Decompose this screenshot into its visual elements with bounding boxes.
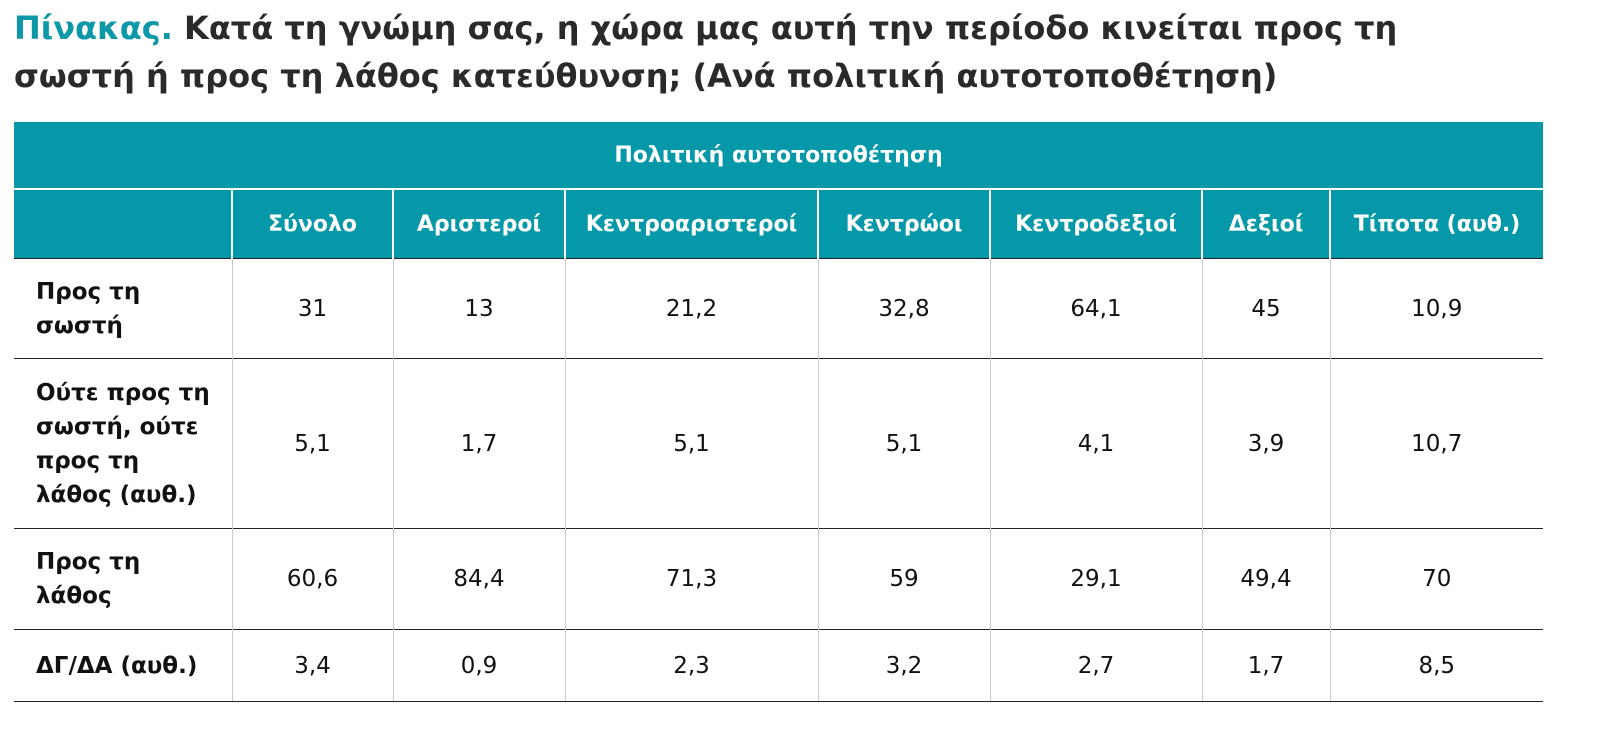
cell-value: 8,5 (1329, 629, 1543, 702)
table-row: Προς τη λάθος 60,6 84,4 71,3 59 29,1 49,4 70 (14, 528, 1543, 630)
cell-value: 4,1 (989, 358, 1202, 529)
cell-value: 70 (1329, 528, 1543, 630)
cell-value: 59 (817, 528, 990, 630)
cell-value: 3,4 (231, 629, 393, 702)
results-table: Πολιτική αυτοτοποθέτηση Σύνολο Αριστεροί Κ… (14, 122, 1543, 702)
cell-value: 3,9 (1201, 358, 1330, 529)
cell-value: 21,2 (564, 258, 818, 359)
column-header: Κεντροαριστεροί (564, 189, 818, 259)
table-head: Πολιτική αυτοτοποθέτηση Σύνολο Αριστεροί Κ… (14, 122, 1543, 259)
cell-value: 5,1 (564, 358, 818, 529)
cell-value: 71,3 (564, 528, 818, 630)
cell-value: 45 (1201, 258, 1330, 359)
cell-value: 60,6 (231, 528, 393, 630)
cell-value: 31 (231, 258, 393, 359)
row-label: ΔΓ/ΔΑ (αυθ.) (14, 629, 232, 702)
column-header: Κεντροδεξιοί (989, 189, 1202, 259)
table-row: Ούτε προς τη σωστή, ούτε προς τη λάθος (… (14, 358, 1543, 529)
table-row: ΔΓ/ΔΑ (αυθ.) 3,4 0,9 2,3 3,2 2,7 1,7 8,5 (14, 629, 1543, 702)
cell-value: 5,1 (231, 358, 393, 529)
group-header-row: Πολιτική αυτοτοποθέτηση (14, 122, 1543, 190)
cell-value: 29,1 (989, 528, 1202, 630)
row-label: Ούτε προς τη σωστή, ούτε προς τη λάθος (… (14, 358, 232, 529)
cell-value: 0,9 (392, 629, 565, 702)
cell-value: 3,2 (817, 629, 990, 702)
title-label: Πίνακας. (14, 9, 173, 47)
group-header: Πολιτική αυτοτοποθέτηση (14, 122, 1543, 190)
title: Πίνακας. Κατά τη γνώμη σας, η χώρα μας α… (14, 4, 1494, 100)
corner-cell (14, 189, 232, 259)
row-label: Προς τη λάθος (14, 528, 232, 630)
cell-value: 10,9 (1329, 258, 1543, 359)
cell-value: 32,8 (817, 258, 990, 359)
table-row: Προς τη σωστή 31 13 21,2 32,8 64,1 45 10,9 (14, 258, 1543, 359)
column-header: Τίποτα (αυθ.) (1329, 189, 1543, 259)
cell-value: 1,7 (1201, 629, 1330, 702)
cell-value: 13 (392, 258, 565, 359)
cell-value: 10,7 (1329, 358, 1543, 529)
column-header: Αριστεροί (392, 189, 565, 259)
column-header: Δεξιοί (1201, 189, 1330, 259)
column-header: Σύνολο (231, 189, 393, 259)
row-label: Προς τη σωστή (14, 258, 232, 359)
cell-value: 5,1 (817, 358, 990, 529)
title-text: Κατά τη γνώμη σας, η χώρα μας αυτή την π… (14, 9, 1398, 95)
table-body: Προς τη σωστή 31 13 21,2 32,8 64,1 45 10,9 Ούτε … (14, 258, 1543, 702)
cell-value: 49,4 (1201, 528, 1330, 630)
cell-value: 2,7 (989, 629, 1202, 702)
column-header: Κεντρώοι (817, 189, 990, 259)
cell-value: 84,4 (392, 528, 565, 630)
cell-value: 2,3 (564, 629, 818, 702)
cell-value: 1,7 (392, 358, 565, 529)
column-header-row: Σύνολο Αριστεροί Κεντροαριστεροί Κεντρώοι Κε… (14, 189, 1543, 259)
cell-value: 64,1 (989, 258, 1202, 359)
